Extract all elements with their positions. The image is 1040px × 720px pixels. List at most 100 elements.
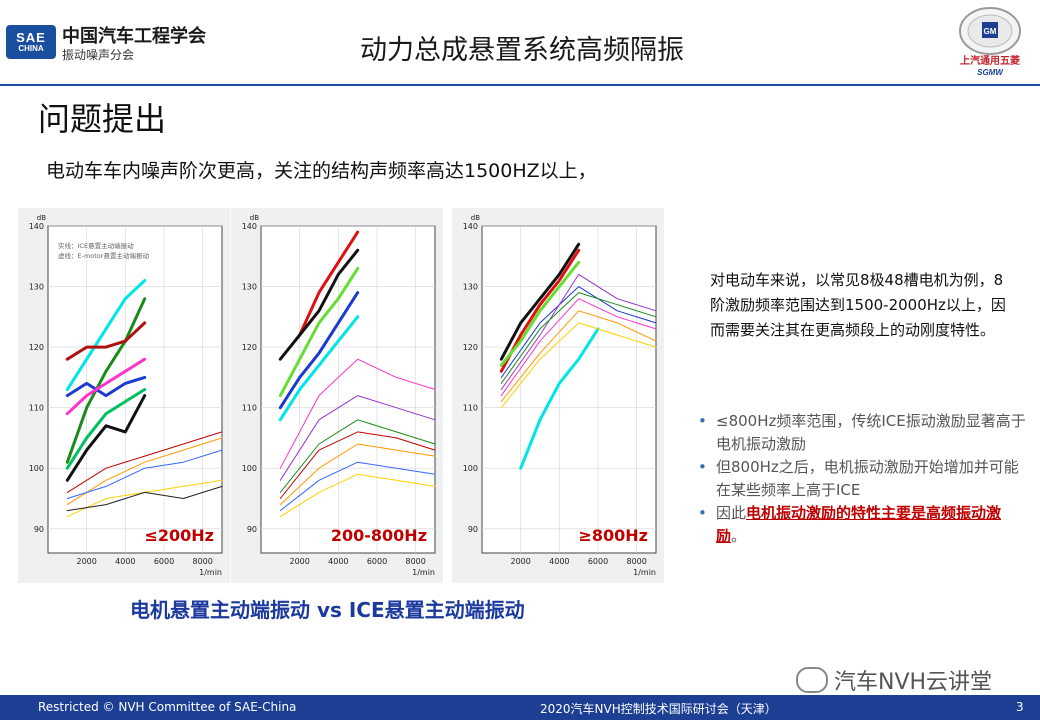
series-line <box>65 394 147 482</box>
sgmw-logo: GM 上汽通用五菱 SGMW <box>955 6 1025 78</box>
series-line <box>500 310 657 403</box>
footer-left: Restricted © NVH Committee of SAE-China <box>38 700 297 714</box>
x-tick-label: 4000 <box>328 557 348 566</box>
bullet-item: • 但800Hz之后，电机振动激励开始增加并可能在某些频率上高于ICE <box>698 456 1028 502</box>
bullet-item: • ≤800Hz频率范围，传统ICE振动激励显著高于电机振动激励 <box>698 410 1028 456</box>
series-line <box>278 291 360 410</box>
y-tick-label: 120 <box>463 343 478 352</box>
intro-text: 电动车车内噪声阶次更高，关注的结构声频率高达1500HZ以上， <box>46 160 597 182</box>
series-line <box>278 266 360 398</box>
bullet-text: ≤800Hz频率范围，传统ICE振动激励显著高于电机振动激励 <box>716 412 1026 453</box>
series-line <box>66 437 223 506</box>
x-unit-label: 1/min <box>199 568 222 577</box>
chart-panel-2: 140 130 120 110 100 90 2000 4000 6000 8000 dB 1/min… <box>231 208 443 583</box>
y-tick-label: 100 <box>242 464 257 473</box>
slide-title: 动力总成悬置系统高频隔振 <box>360 35 684 66</box>
x-tick-label: 2000 <box>510 557 530 566</box>
legend-entry: 实线：ICE悬置主动端振动 <box>58 241 134 250</box>
y-unit-label: dB <box>471 214 480 222</box>
series-line <box>278 248 360 361</box>
series-line <box>279 431 436 499</box>
bullet-dot-icon: • <box>698 458 707 476</box>
y-tick-label: 120 <box>242 343 257 352</box>
bullet-dot-icon: • <box>698 504 707 522</box>
bullet-item: • 因此电机振动激励的特性主要是高频振动激励。 <box>698 502 1028 548</box>
gm-badge-text: GM <box>984 27 997 36</box>
x-tick-label: 8000 <box>626 557 646 566</box>
chart-svg-3: 140 130 120 110 100 90 2000 4000 6000 8000 dB 1/min… <box>452 208 664 583</box>
series-line <box>298 230 360 337</box>
sgmw-sub: SGMW <box>977 68 1003 77</box>
watermark: 汽车NVH云讲堂 <box>796 664 992 696</box>
y-tick-label: 110 <box>463 404 478 413</box>
footer-center: 2020汽车NVH控制技术国际研讨会（天津） <box>540 702 777 716</box>
series-line <box>65 375 147 398</box>
sgmw-caption: 上汽通用五菱 <box>960 56 1020 67</box>
x-tick-label: 6000 <box>367 557 387 566</box>
bullet-text: 但800Hz之后，电机振动激励开始增加并可能在某些频率上高于ICE <box>716 458 1019 499</box>
logo-text-sae: SAE <box>16 29 46 45</box>
sgmw-emblem-icon: GM <box>959 7 1021 55</box>
footer-bar: Restricted © NVH Committee of SAE-China … <box>0 695 1040 720</box>
x-tick-label: 4000 <box>115 557 135 566</box>
x-tick-label: 6000 <box>588 557 608 566</box>
section-title: 问题提出 <box>38 100 167 138</box>
series-line <box>65 297 147 464</box>
y-tick-label: 130 <box>463 283 478 292</box>
x-tick-label: 4000 <box>549 557 569 566</box>
bullet-suffix: 。 <box>731 527 747 545</box>
bullet-dot-icon: • <box>698 412 707 430</box>
series-line <box>279 395 436 481</box>
series-line <box>65 321 147 361</box>
series-line <box>500 292 657 384</box>
series-line <box>279 473 436 518</box>
x-unit-label: 1/min <box>633 568 656 577</box>
series-line <box>279 358 436 469</box>
plot-area <box>260 225 436 554</box>
plot-area <box>47 225 223 554</box>
chart-svg-1: 140 130 120 110 100 90 2000 4000 6000 8000 dB 1/min… <box>18 208 230 583</box>
series-line <box>500 322 657 409</box>
note-text: 对电动车来说，以常见8极48槽电机为例，8阶激励频率范围达到1500-2000H… <box>710 271 1006 339</box>
x-unit-label: 1/min <box>412 568 435 577</box>
series-line <box>500 286 657 378</box>
chart-caption: 电机悬置主动端振动 vs ICE悬置主动端振动 <box>130 598 525 622</box>
series-line <box>65 279 147 391</box>
page-number: 3 <box>1016 700 1024 714</box>
y-tick-label: 110 <box>242 404 257 413</box>
series-line <box>519 327 600 470</box>
chart-svg-2: 140 130 120 110 100 90 2000 4000 6000 8000 dB 1/min… <box>231 208 443 583</box>
y-tick-label: 110 <box>29 404 44 413</box>
series-line <box>66 431 223 493</box>
bullet-list: • ≤800Hz频率范围，传统ICE振动激励显著高于电机振动激励 • 但800Hz之… <box>698 410 1028 548</box>
y-tick-label: 140 <box>463 222 478 231</box>
series-line <box>279 419 436 493</box>
y-unit-label: dB <box>37 214 46 222</box>
series-line <box>500 298 657 397</box>
x-tick-label: 8000 <box>405 557 425 566</box>
wechat-icon <box>796 667 828 693</box>
x-tick-label: 2000 <box>289 557 309 566</box>
y-tick-label: 120 <box>29 343 44 352</box>
chart-panel-3: 140 130 120 110 100 90 2000 4000 6000 8000 dB 1/min… <box>452 208 664 583</box>
y-tick-label: 90 <box>247 525 257 534</box>
y-tick-label: 130 <box>242 283 257 292</box>
series-line <box>499 260 581 367</box>
x-tick-label: 2000 <box>76 557 96 566</box>
logo-text-china: CHINA <box>18 43 44 53</box>
series-line <box>279 443 436 506</box>
series-line <box>65 357 147 416</box>
bullet-highlight: 电机振动激励的特性主要是高频振动激励 <box>716 504 1002 545</box>
frequency-band-label: ≥800Hz <box>578 526 648 545</box>
org-name: 中国汽车工程学会 <box>62 26 206 47</box>
y-unit-label: dB <box>250 214 259 222</box>
sae-china-logo: SAE CHINA <box>6 25 56 59</box>
y-tick-label: 90 <box>468 525 478 534</box>
series-line <box>279 461 436 512</box>
frequency-band-label: ≤200Hz <box>144 526 214 545</box>
series-line <box>66 449 223 499</box>
y-tick-label: 130 <box>29 283 44 292</box>
chart-panel-1: 140 130 120 110 100 90 2000 4000 6000 8000 dB 1/min… <box>18 208 230 583</box>
series-line <box>66 485 223 512</box>
y-tick-label: 100 <box>29 464 44 473</box>
